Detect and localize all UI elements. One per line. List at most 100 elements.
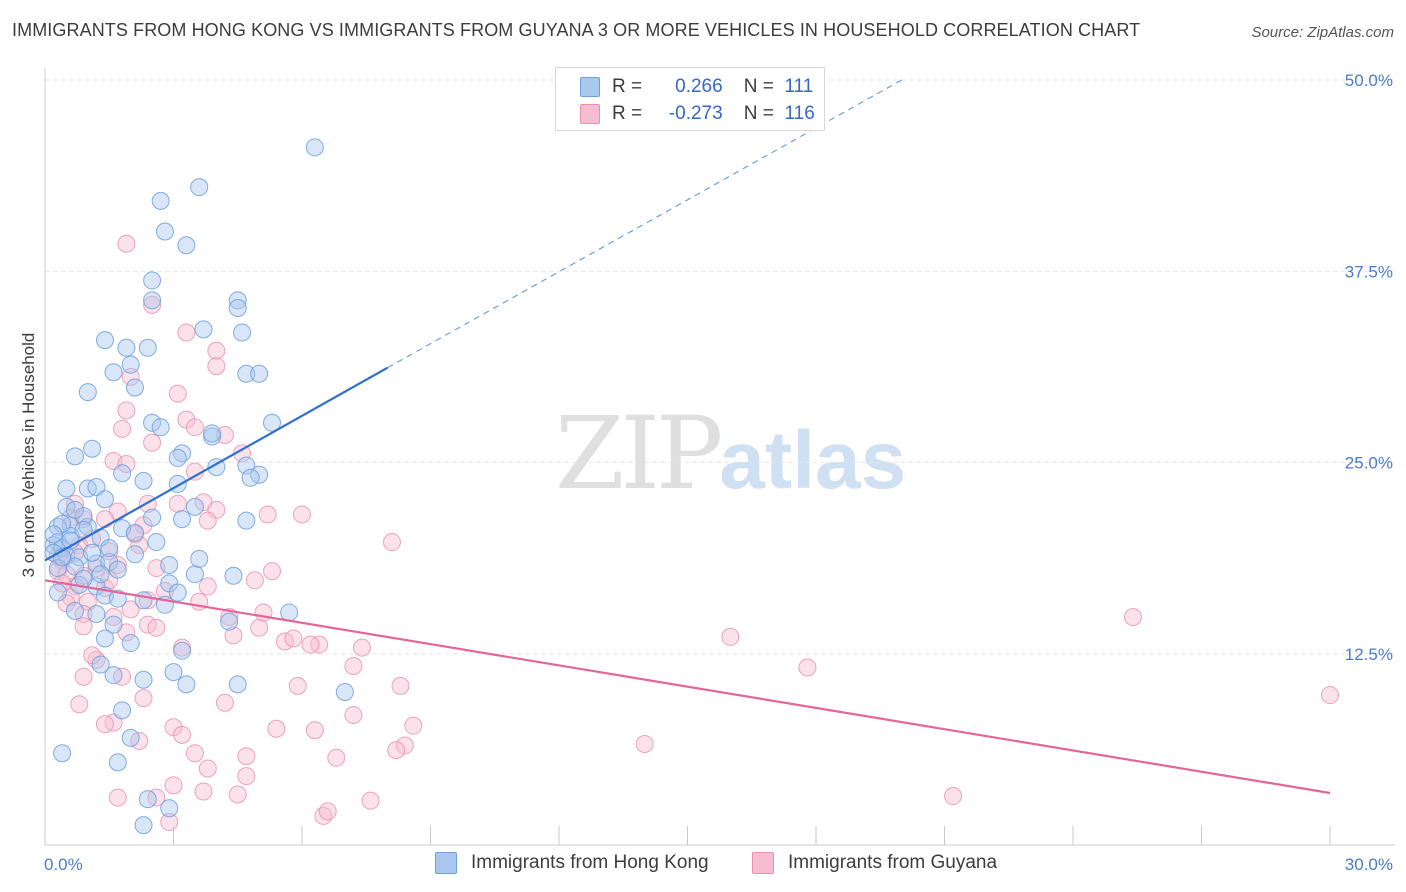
hong-kong-point xyxy=(57,479,76,498)
hk-n-value: 111 xyxy=(784,76,814,97)
bottom-legend-guyana: Immigrants from Guyana xyxy=(752,852,997,874)
hong-kong-point xyxy=(147,533,166,552)
hong-kong-point xyxy=(44,525,63,544)
bottom-legend-hong-kong: Immigrants from Hong Kong xyxy=(435,852,709,874)
guyana-point xyxy=(635,735,654,754)
hong-kong-point xyxy=(134,816,153,835)
guyana-point xyxy=(352,638,371,657)
guyana-point xyxy=(361,791,380,810)
hong-kong-point xyxy=(177,236,196,255)
hong-kong-point xyxy=(104,615,123,634)
hong-kong-point xyxy=(151,191,170,210)
hong-kong-point xyxy=(87,604,106,623)
guyana-point xyxy=(237,767,256,786)
guyana-point xyxy=(70,695,89,714)
gy-r-label: R = xyxy=(612,103,643,124)
hong-kong-point xyxy=(78,383,97,402)
guyana-point xyxy=(391,676,410,695)
hong-kong-point xyxy=(87,477,106,496)
guyana-point xyxy=(198,511,217,530)
hong-kong-point xyxy=(143,271,162,290)
x-tick-label: 0.0% xyxy=(44,855,83,874)
hong-kong-point xyxy=(83,543,102,562)
hong-kong-point xyxy=(104,666,123,685)
hong-kong-point xyxy=(237,456,256,475)
guyana-point xyxy=(220,608,239,627)
guyana-point xyxy=(944,787,963,806)
guyana-point xyxy=(177,323,196,342)
guyana-point xyxy=(185,418,204,437)
hong-kong-point xyxy=(237,364,256,383)
guyana-point xyxy=(185,744,204,763)
x-tick-label: 30.0% xyxy=(1345,855,1393,874)
guyana-point xyxy=(134,689,153,708)
hong-kong-point xyxy=(228,675,247,694)
guyana-point xyxy=(198,577,217,596)
hong-kong-point xyxy=(160,799,179,818)
guyana-point xyxy=(721,627,740,646)
hong-kong-point xyxy=(224,566,243,585)
hong-kong-point xyxy=(190,549,209,568)
guyana-point xyxy=(143,295,162,314)
guyana-point xyxy=(194,782,213,801)
guyana-point xyxy=(147,618,166,637)
trend-lines xyxy=(44,79,1331,795)
guyana-point xyxy=(318,802,337,821)
hong-kong-point xyxy=(305,138,324,157)
guyana-point xyxy=(215,693,234,712)
guyana-point xyxy=(117,234,136,253)
guyana-point xyxy=(95,715,114,734)
hong-kong-point xyxy=(220,612,239,631)
hong-kong-point xyxy=(134,670,153,689)
hong-kong-point xyxy=(121,355,140,374)
hong-kong-legend-label: Immigrants from Hong Kong xyxy=(471,852,709,873)
hong-kong-point xyxy=(241,468,260,487)
guyana-point xyxy=(121,600,140,619)
hong-kong-point xyxy=(263,413,282,432)
guyana-point xyxy=(301,635,320,654)
guyana-point xyxy=(117,401,136,420)
guyana-point xyxy=(1123,608,1142,627)
correlation-legend: R = 0.266 N = 111 R = -0.273 N = 116 xyxy=(555,67,825,131)
chart-title: IMMIGRANTS FROM HONG KONG VS IMMIGRANTS … xyxy=(12,20,1141,40)
hong-kong-point xyxy=(134,591,153,610)
hong-kong-point xyxy=(194,320,213,339)
guyana-point xyxy=(130,536,149,555)
hong-kong-point xyxy=(190,178,209,197)
hong-kong-point xyxy=(168,583,187,602)
guyana-point xyxy=(164,776,183,795)
guyana-point xyxy=(344,656,363,675)
hk-r-label: R = xyxy=(612,76,643,97)
gy-n-label: N = xyxy=(743,103,774,124)
watermark: ZIPatlas xyxy=(555,395,906,512)
hong-kong-point xyxy=(203,424,222,443)
hong-kong-point xyxy=(280,603,299,622)
y-tick-label: 12.5% xyxy=(1345,645,1393,664)
hong-kong-point xyxy=(228,291,247,310)
guyana-point xyxy=(160,813,179,832)
hong-kong-point xyxy=(164,663,183,682)
guyana-point xyxy=(108,788,127,807)
y-tick-label: 37.5% xyxy=(1345,262,1393,281)
guyana-point xyxy=(74,617,93,636)
hong-kong-point xyxy=(95,629,114,648)
hong-kong-point xyxy=(48,583,67,602)
guyana-point xyxy=(327,748,346,767)
hong-kong-point xyxy=(151,418,170,437)
hk-n-label: N = xyxy=(743,76,774,97)
guyana-point xyxy=(117,455,136,474)
guyana-point xyxy=(344,705,363,724)
guyana-point xyxy=(387,741,406,760)
hong-kong-point xyxy=(173,510,192,529)
guyana-point xyxy=(215,425,234,444)
hong-kong-point xyxy=(185,565,204,584)
hong-kong-point xyxy=(87,554,106,573)
hong-kong-point xyxy=(108,753,127,772)
axes xyxy=(44,68,1395,846)
gy-n-value: 116 xyxy=(784,103,815,124)
guyana-point xyxy=(173,725,192,744)
guyana-point xyxy=(263,562,282,581)
hong-kong-point xyxy=(228,298,247,317)
guyana-point xyxy=(207,341,226,360)
